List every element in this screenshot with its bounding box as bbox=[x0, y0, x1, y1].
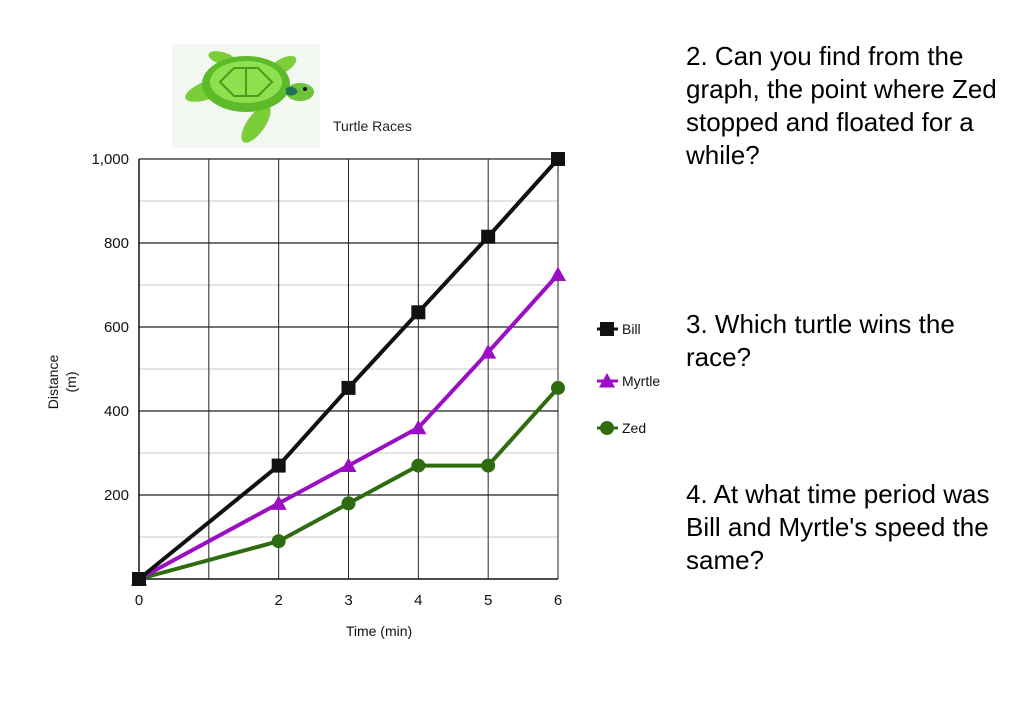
y-tick-label: 600 bbox=[104, 319, 129, 336]
data-point bbox=[411, 305, 426, 320]
data-point bbox=[549, 266, 567, 281]
legend-label: Myrtle bbox=[622, 373, 660, 389]
data-point bbox=[480, 344, 497, 359]
y-tick-label: 400 bbox=[104, 403, 129, 420]
data-point bbox=[551, 380, 565, 395]
chart-title: Turtle Races bbox=[333, 118, 412, 134]
data-point bbox=[341, 496, 356, 511]
series-line bbox=[138, 386, 560, 581]
chart-ticks: 0 2 3 4 5 6 200 400 600 800 1,000 bbox=[91, 151, 562, 609]
x-tick-label: 6 bbox=[554, 592, 562, 609]
legend-item-bill: Bill bbox=[597, 321, 641, 337]
y-axis-title-line: Distance bbox=[45, 355, 61, 410]
data-point bbox=[341, 380, 356, 395]
chart-axes bbox=[138, 159, 558, 580]
turtle-icon bbox=[172, 44, 320, 148]
series-line bbox=[138, 273, 560, 581]
data-point bbox=[270, 495, 287, 510]
data-point bbox=[600, 421, 614, 435]
question-2: 2. Can you find from the graph, the poin… bbox=[686, 41, 997, 170]
y-tick-label: 800 bbox=[104, 235, 129, 252]
y-axis-title-unit: (m) bbox=[63, 372, 79, 393]
data-point bbox=[340, 457, 357, 473]
data-point bbox=[481, 229, 496, 244]
legend-item-zed: Zed bbox=[597, 420, 646, 436]
series-line bbox=[137, 157, 560, 581]
x-tick-label: 2 bbox=[274, 592, 282, 609]
data-point bbox=[271, 458, 286, 473]
y-tick-label: 200 bbox=[104, 487, 129, 504]
x-tick-label: 5 bbox=[484, 592, 492, 609]
series-bill bbox=[132, 152, 565, 586]
question-3: 3. Which turtle wins the race? bbox=[686, 309, 955, 372]
legend-label: Zed bbox=[622, 420, 646, 436]
data-point bbox=[132, 572, 146, 586]
data-point bbox=[271, 534, 286, 549]
data-point bbox=[600, 322, 614, 336]
data-point bbox=[410, 419, 427, 435]
data-point bbox=[411, 458, 426, 473]
data-point bbox=[551, 152, 565, 166]
legend-label: Bill bbox=[622, 321, 641, 337]
legend-item-myrtle: Myrtle bbox=[597, 372, 660, 389]
question-4: 4. At what time period was Bill and Myrt… bbox=[686, 479, 990, 575]
chart-legend: Bill Myrtle Zed bbox=[597, 321, 660, 436]
line-chart: 0 2 3 4 5 6 200 400 600 800 1,000 Bill Myrtle Zed Ti… bbox=[45, 151, 660, 639]
data-point bbox=[481, 458, 496, 473]
x-tick-label: 0 bbox=[135, 592, 143, 609]
chart-grid bbox=[139, 158, 559, 579]
y-tick-label: 1,000 bbox=[91, 151, 129, 168]
data-point bbox=[598, 372, 616, 388]
chart-series bbox=[130, 152, 567, 586]
y-axis-title: Distance (m) bbox=[45, 355, 79, 410]
x-tick-label: 4 bbox=[414, 592, 422, 609]
x-tick-label: 3 bbox=[344, 592, 352, 609]
x-axis-title: Time (min) bbox=[346, 623, 412, 639]
